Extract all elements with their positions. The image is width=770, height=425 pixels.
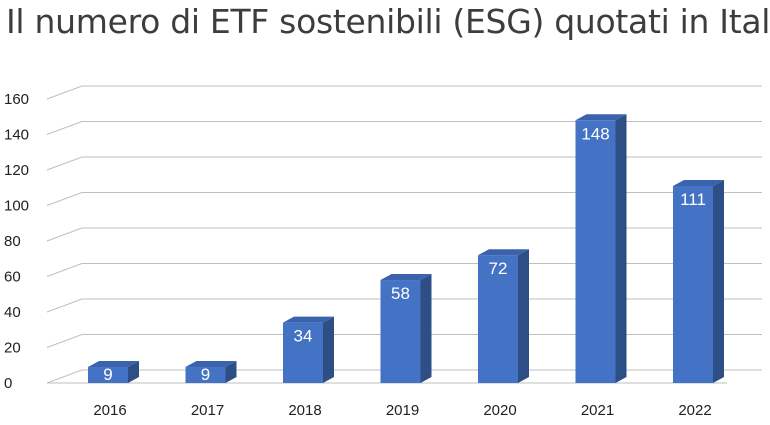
bars: 9 9 34 58 72 148 111: [88, 114, 724, 384]
bar-top-2018: [283, 316, 334, 323]
data-label-2020: 72: [489, 259, 508, 278]
bar-side-2018: [323, 316, 334, 383]
bar-2020: [478, 255, 518, 383]
bar-top-2021: [575, 114, 627, 121]
data-label-2018: 34: [294, 327, 313, 346]
data-label-2019: 58: [391, 284, 410, 303]
bar-2022: [673, 185, 713, 383]
x-tick-label: 2019: [386, 402, 419, 419]
y-axis-ticks: 0 20 40 60 80 100 120 140 160: [4, 91, 29, 392]
data-label-2021: 148: [581, 124, 609, 143]
gridline-side: [46, 263, 83, 277]
bar-side-2020: [518, 249, 529, 383]
bar-2016: [88, 367, 128, 383]
bar-top-2019: [380, 274, 432, 281]
gridline-side: [46, 227, 83, 242]
data-label-2016: 9: [103, 365, 112, 384]
bar-top-2017: [185, 361, 237, 368]
bar-2017: [185, 367, 226, 383]
x-tick-label: 2018: [288, 402, 321, 419]
x-tick-label: 2021: [581, 402, 614, 419]
y-tick-label: 120: [4, 162, 29, 179]
gridline-side: [46, 369, 83, 384]
bar-2018: [283, 322, 323, 383]
y-tick-label: 20: [4, 340, 21, 357]
gridline-side: [46, 298, 83, 313]
bar-2021: [575, 120, 616, 384]
bar-side-2021: [615, 114, 627, 384]
y-tick-label: 140: [4, 127, 29, 144]
bar-side-2022: [713, 179, 724, 383]
bar-side-2016: [128, 361, 139, 383]
y-tick-label: 160: [4, 91, 29, 108]
x-tick-label: 2016: [93, 402, 126, 419]
gridline-side: [46, 85, 83, 100]
gridline-side: [46, 192, 83, 206]
gridline-side: [46, 156, 83, 171]
y-tick-label: 100: [4, 198, 29, 215]
y-tick-label: 60: [4, 269, 21, 286]
bar-side-2019: [420, 274, 432, 383]
y-tick-label: 80: [4, 233, 21, 250]
x-tick-label: 2020: [483, 402, 516, 419]
bar-top-2016: [88, 361, 139, 368]
bar-top-2022: [673, 179, 724, 186]
x-tick-label: 2022: [678, 402, 711, 419]
data-label-2017: 9: [201, 365, 210, 384]
bar-top-2020: [478, 249, 529, 256]
bar-2019: [380, 280, 421, 383]
y-tick-label: 0: [4, 375, 12, 392]
x-axis-ticks: 2016 2017 2018 2019 2020 2021 2022: [93, 402, 711, 419]
gridline-side: [46, 121, 83, 135]
y-tick-label: 40: [4, 304, 21, 321]
bar-side-2017: [225, 361, 237, 383]
gridline-side: [46, 334, 83, 348]
x-tick-label: 2017: [191, 402, 224, 419]
chart-title: Il numero di ETF sostenibili (ESG) quota…: [6, 2, 770, 41]
data-label-2022: 111: [680, 190, 706, 209]
